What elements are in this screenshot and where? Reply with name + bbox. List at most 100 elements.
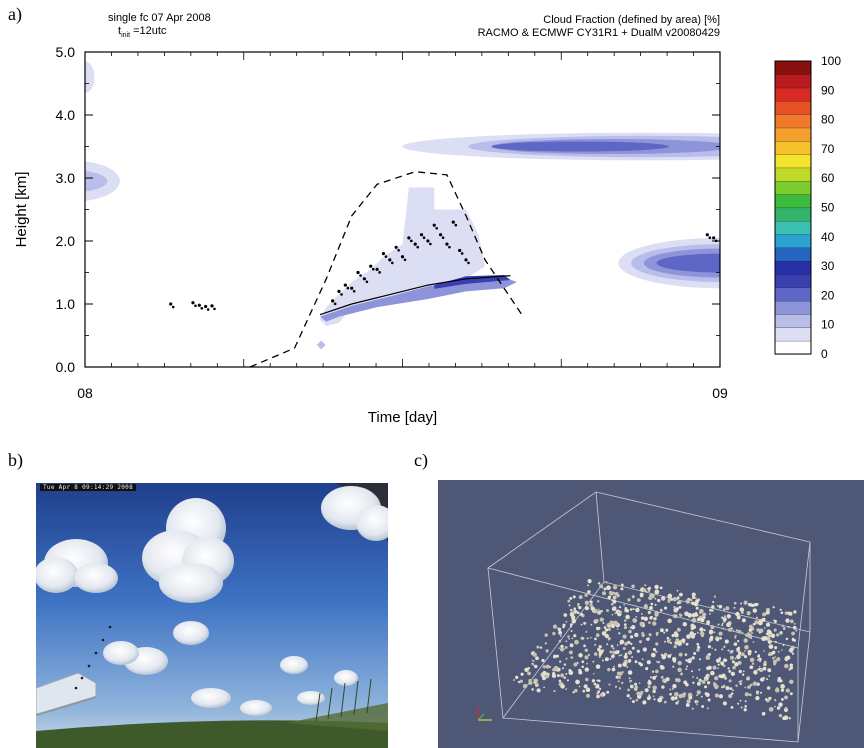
colorbar-segment bbox=[774, 194, 812, 209]
cloud-point bbox=[751, 662, 755, 665]
cloud-point bbox=[723, 615, 726, 618]
cloud-point bbox=[545, 649, 549, 653]
cloud-point bbox=[542, 670, 547, 676]
cloud-point bbox=[729, 655, 734, 660]
cloud-point bbox=[678, 605, 682, 609]
colorbar-segment bbox=[774, 74, 812, 89]
cloud-point bbox=[673, 608, 678, 613]
cloud-point bbox=[746, 676, 750, 680]
cloud-point bbox=[685, 682, 689, 687]
cloud-point bbox=[780, 684, 785, 689]
cloud-point bbox=[620, 654, 623, 656]
cloud-point bbox=[642, 588, 647, 592]
cloud-point bbox=[644, 688, 649, 693]
observed-point bbox=[467, 261, 470, 265]
cloud-point bbox=[582, 689, 586, 693]
cloud-point bbox=[698, 668, 701, 671]
cloud-point bbox=[657, 598, 661, 603]
cloud-point bbox=[597, 608, 600, 611]
cloud-point bbox=[569, 596, 573, 600]
cloud-point bbox=[595, 686, 598, 689]
cloud-point bbox=[719, 636, 722, 640]
colorbar-tick-label: 50 bbox=[821, 201, 835, 215]
cloud-region-central bbox=[316, 187, 517, 350]
cloud-point bbox=[741, 673, 745, 676]
cloud-point bbox=[758, 665, 761, 668]
cloud-point bbox=[580, 623, 583, 626]
cloud-point bbox=[699, 631, 705, 636]
cloud-point bbox=[693, 652, 697, 655]
cloud-point bbox=[736, 615, 741, 620]
cloud-point bbox=[617, 680, 620, 683]
cloud-point bbox=[734, 662, 739, 667]
cloud-point bbox=[755, 602, 759, 606]
cloud-point bbox=[755, 616, 758, 619]
cloud-point bbox=[782, 644, 785, 647]
colorbar-segment bbox=[774, 154, 812, 169]
cloud-point bbox=[578, 653, 583, 658]
y-tick-label: 0.0 bbox=[56, 359, 76, 375]
cloud-point bbox=[629, 635, 634, 639]
colorbar-segment bbox=[774, 287, 812, 302]
observed-point bbox=[712, 236, 716, 240]
cloud-point bbox=[635, 698, 639, 702]
cloud-point bbox=[701, 612, 707, 617]
observed-point bbox=[213, 307, 216, 311]
cloud-point bbox=[695, 700, 699, 704]
cloud-point bbox=[654, 597, 657, 600]
observed-point bbox=[371, 267, 375, 271]
cloud-point bbox=[784, 611, 789, 615]
cloud-point bbox=[713, 684, 719, 690]
cloud-point bbox=[722, 684, 726, 688]
observed-point bbox=[343, 283, 347, 287]
cloud-point bbox=[610, 644, 614, 648]
cloud-point bbox=[618, 632, 621, 635]
observed-point bbox=[407, 236, 411, 240]
cloud-point bbox=[648, 679, 651, 683]
cloud-point bbox=[730, 671, 736, 677]
cloud-point bbox=[666, 639, 671, 644]
cloud-point bbox=[718, 658, 721, 661]
observed-point bbox=[448, 245, 451, 249]
cloud-point bbox=[752, 641, 755, 643]
cloud-point bbox=[755, 695, 760, 701]
cloud-point bbox=[763, 660, 767, 664]
cloud-point bbox=[747, 633, 753, 639]
cloud-point bbox=[734, 636, 737, 639]
colorbar-border bbox=[774, 60, 812, 355]
observed-point bbox=[352, 289, 356, 293]
cloud-point bbox=[622, 634, 627, 639]
cloud-point bbox=[648, 586, 651, 590]
cloud-point bbox=[646, 660, 651, 665]
cloud-region-left-mid bbox=[85, 161, 120, 201]
cloud-point bbox=[714, 648, 717, 651]
cloud-point bbox=[739, 699, 742, 702]
cloud-point bbox=[624, 652, 628, 656]
cloud-point bbox=[584, 655, 589, 660]
cloud-point bbox=[634, 682, 638, 686]
observed-point bbox=[419, 233, 424, 237]
cloud-point bbox=[536, 688, 541, 693]
cloud-point bbox=[589, 603, 593, 607]
cloud-point bbox=[584, 622, 587, 625]
cloud-point bbox=[757, 658, 760, 662]
cloud-point bbox=[793, 610, 797, 614]
cloud-point bbox=[729, 687, 733, 690]
cloud-point bbox=[741, 618, 746, 623]
cloud-point bbox=[691, 592, 696, 597]
cloud-point bbox=[692, 676, 695, 678]
cloud-shell-speck bbox=[316, 340, 326, 350]
cloud-point bbox=[644, 584, 647, 587]
cloud-point bbox=[541, 658, 545, 663]
cloud-point bbox=[650, 602, 654, 606]
cloud-point bbox=[709, 613, 711, 615]
cloud-point bbox=[731, 649, 734, 653]
observed-point bbox=[413, 242, 417, 246]
cloud-point bbox=[527, 666, 531, 670]
cloud-point bbox=[572, 691, 575, 694]
cloud-point bbox=[628, 629, 632, 634]
cloud-point bbox=[733, 606, 736, 609]
cloud-point bbox=[621, 671, 624, 674]
observed-point bbox=[375, 267, 379, 271]
cloud-point bbox=[624, 642, 628, 646]
